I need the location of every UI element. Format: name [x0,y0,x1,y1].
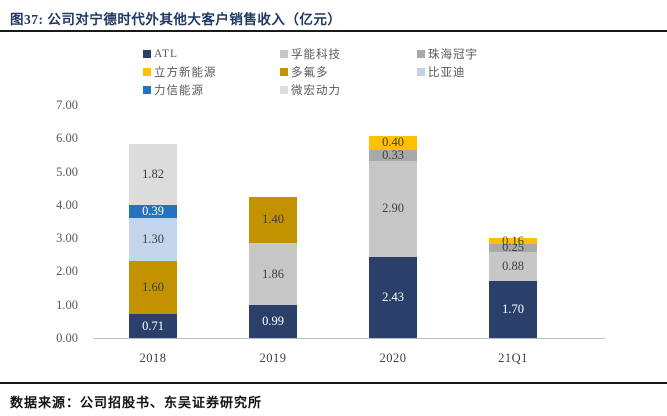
legend-label: 珠海冠宇 [428,49,478,61]
y-axis-tick-label: 5.00 [56,164,78,179]
legend-swatch [280,50,288,58]
legend-swatch [417,68,425,76]
legend-label: 比亚迪 [428,67,466,79]
bar-value-label: 2.43 [382,290,404,305]
y-axis-tick-label: 4.00 [56,197,78,212]
bar-value-label: 0.40 [382,135,404,150]
bar-segment: 1.60 [129,261,177,315]
legend-label: 立方新能源 [154,67,217,79]
legend-item: 珠海冠宇 [417,46,554,62]
x-axis-line [93,338,605,339]
bar-value-label: 1.70 [502,302,524,317]
bar-segment: 0.39 [129,203,177,218]
chart-legend: ATL 孚能科技 珠海冠宇立方新能源 多氟多 比亚迪力信能源 微宏动力 [143,45,554,99]
bar-value-label: 0.39 [142,203,164,218]
bar-segment: 0.33 [369,147,417,162]
y-axis-tick-label: 0.00 [56,331,78,345]
chart-plot-area: 0.00 1.00 2.00 3.00 4.00 5.00 6.00 7.00 0.71 1.60… [0,98,667,383]
legend-item: 力信能源 [143,82,280,98]
bar-segment: 0.71 [129,314,177,338]
bar-value-label: 0.33 [382,147,404,162]
bar-value-label: 0.88 [502,259,524,274]
bar-segment: 2.43 [369,257,417,338]
bar-value-label: 1.82 [142,167,164,182]
legend-swatch [417,50,425,58]
figure-title: 图37: 公司对宁德时代外其他大客户销售收入（亿元） [10,12,342,27]
legend-label: 力信能源 [154,85,204,97]
x-axis-category-label: 21Q1 [498,351,528,365]
bar-segment: 1.30 [129,217,177,262]
bar-segment: 0.99 [249,305,297,338]
source-note: 数据来源：公司招股书、东吴证券研究所 [10,395,263,410]
y-axis-tick-label: 7.00 [56,97,78,112]
legend-item: 微宏动力 [280,82,417,98]
x-axis-category-label: 2019 [259,351,287,365]
legend-item: 多氟多 [280,64,417,80]
title-rule [0,30,667,32]
legend-swatch [280,86,288,94]
bar-value-label: 2.90 [382,201,404,216]
bar-segment: 2.90 [369,160,417,258]
y-axis-tick-label: 6.00 [56,131,78,146]
bar-segment: 1.86 [249,243,297,306]
x-axis-category-label: 2020 [379,351,407,365]
footer-rule [0,382,667,384]
legend-swatch [280,68,288,76]
bar-segment: 1.70 [489,281,537,338]
legend-item: 孚能科技 [280,46,417,62]
legend-item: ATL [143,48,280,60]
bar-segment: 1.82 [129,144,177,205]
legend-item: 比亚迪 [417,64,554,80]
bar-segment: 0.25 [489,240,537,255]
legend-swatch [143,68,151,76]
bar-value-label: 1.86 [262,266,284,281]
bar-value-label: 1.30 [142,231,164,246]
bar-value-label: 0.99 [262,314,284,328]
legend-swatch [143,50,151,58]
bar-value-label: 1.40 [262,212,284,227]
bar-value-label: 1.60 [142,280,164,295]
bar-value-label: 0.25 [502,240,524,255]
legend-item: 立方新能源 [143,64,280,80]
legend-label: 微宏动力 [291,85,341,97]
bar-value-label: 0.71 [142,318,164,333]
y-axis-tick-label: 2.00 [56,264,78,279]
y-axis-tick-label: 3.00 [56,231,78,246]
bar-value-label: 0.16 [502,233,524,248]
x-axis-category-label: 2018 [139,351,167,365]
legend-swatch [143,86,151,94]
legend-label: 孚能科技 [291,49,341,61]
bar-segment: 0.16 [489,234,537,247]
bar-segment: 0.40 [369,135,417,150]
bar-segment: 0.88 [489,252,537,282]
legend-label: ATL [154,48,179,60]
bar-segment: 1.40 [249,196,297,244]
legend-label: 多氟多 [291,67,329,79]
y-axis-tick-label: 1.00 [56,297,78,312]
